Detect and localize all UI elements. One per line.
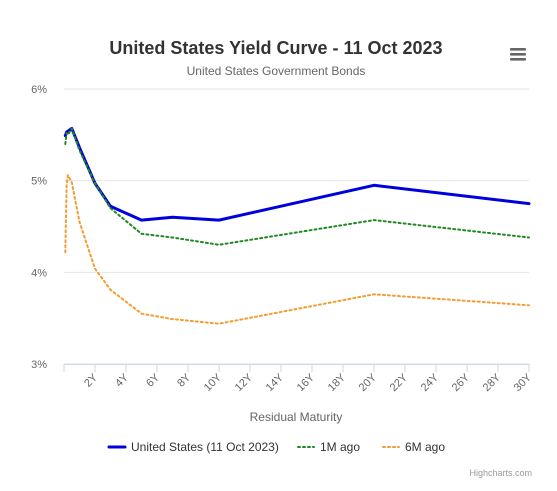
series-line-1m-ago[interactable]: [64, 127, 530, 246]
credits-link[interactable]: Highcharts.com: [469, 468, 532, 478]
chart-subtitle: United States Government Bonds: [187, 64, 366, 78]
legend-item-1m-ago[interactable]: 1M ago: [297, 440, 360, 454]
legend-label: United States (11 Oct 2023): [131, 440, 279, 454]
legend-label: 1M ago: [320, 440, 360, 454]
x-tick-label: 12Y: [233, 371, 256, 394]
x-axis: 2Y 4Y 6Y 8Y 10Y 12Y 14Y 16Y 18Y 20Y 22Y 24Y 26Y 28Y 30…: [63, 364, 535, 394]
x-tick-label: 10Y: [202, 371, 225, 394]
x-tick-label: 24Y: [419, 371, 442, 394]
x-tick-label: 2Y: [82, 371, 100, 389]
x-tick-label: 22Y: [388, 371, 411, 394]
x-tick-label: 26Y: [450, 371, 473, 394]
grid-lines: 3% 4% 5% 6%: [31, 84, 529, 371]
legend-item-united-states-11-oct-2023[interactable]: United States (11 Oct 2023): [107, 440, 279, 454]
x-axis-title: Residual Maturity: [250, 410, 343, 424]
x-tick-label: 6Y: [144, 371, 162, 389]
x-tick-label: 14Y: [264, 371, 287, 394]
x-tick-label: 8Y: [175, 371, 193, 389]
chart-title: United States Yield Curve - 11 Oct 2023: [109, 38, 442, 58]
y-tick-label: 6%: [31, 84, 47, 96]
x-tick-label: 18Y: [326, 371, 349, 394]
x-tick-label: 28Y: [481, 371, 504, 394]
legend: United States (11 Oct 2023) 1M ago 6M ago: [107, 440, 445, 454]
series-lines: [63, 126, 531, 325]
x-tick-label: 20Y: [357, 371, 380, 394]
y-tick-label: 4%: [31, 267, 47, 279]
x-tick-label: 30Y: [512, 371, 535, 394]
x-tick-label: 16Y: [295, 371, 318, 394]
series-line-6m-ago[interactable]: [64, 174, 530, 325]
hamburger-menu-icon[interactable]: [506, 44, 530, 66]
x-tick-label: 4Y: [113, 371, 131, 389]
legend-item-6m-ago[interactable]: 6M ago: [382, 440, 445, 454]
legend-label: 6M ago: [405, 440, 445, 454]
y-tick-label: 3%: [31, 359, 47, 371]
y-tick-label: 5%: [31, 176, 47, 188]
series-line-united-states-11-oct-2023[interactable]: [63, 126, 531, 222]
